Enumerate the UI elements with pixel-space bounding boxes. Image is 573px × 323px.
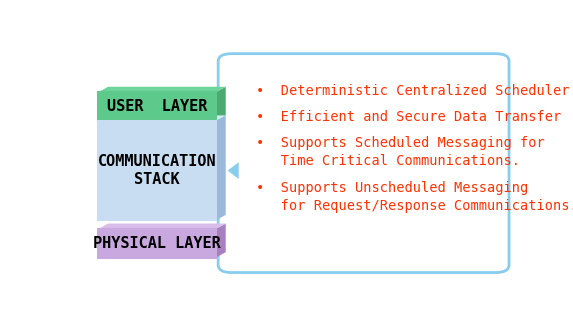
Text: USER  LAYER: USER LAYER (107, 99, 207, 114)
Bar (99, 229, 216, 258)
Polygon shape (216, 87, 226, 121)
Polygon shape (216, 224, 226, 258)
Polygon shape (216, 115, 226, 220)
Text: •  Supports Scheduled Messaging for: • Supports Scheduled Messaging for (256, 136, 545, 150)
Bar (99, 121, 216, 220)
Text: for Request/Response Communications.: for Request/Response Communications. (256, 199, 573, 213)
Polygon shape (99, 224, 226, 229)
Text: PHYSICAL LAYER: PHYSICAL LAYER (93, 236, 221, 251)
Polygon shape (99, 115, 226, 121)
Text: •  Efficient and Secure Data Transfer: • Efficient and Secure Data Transfer (256, 109, 561, 124)
FancyArrowPatch shape (227, 162, 239, 179)
FancyBboxPatch shape (218, 54, 509, 273)
Text: •  Deterministic Centralized Scheduler: • Deterministic Centralized Scheduler (256, 84, 570, 98)
Text: Time Critical Communications.: Time Critical Communications. (256, 154, 520, 168)
Bar (99, 92, 216, 121)
Polygon shape (99, 87, 226, 92)
Text: •  Supports Unscheduled Messaging: • Supports Unscheduled Messaging (256, 181, 528, 194)
Text: COMMUNICATION
STACK: COMMUNICATION STACK (98, 154, 217, 187)
